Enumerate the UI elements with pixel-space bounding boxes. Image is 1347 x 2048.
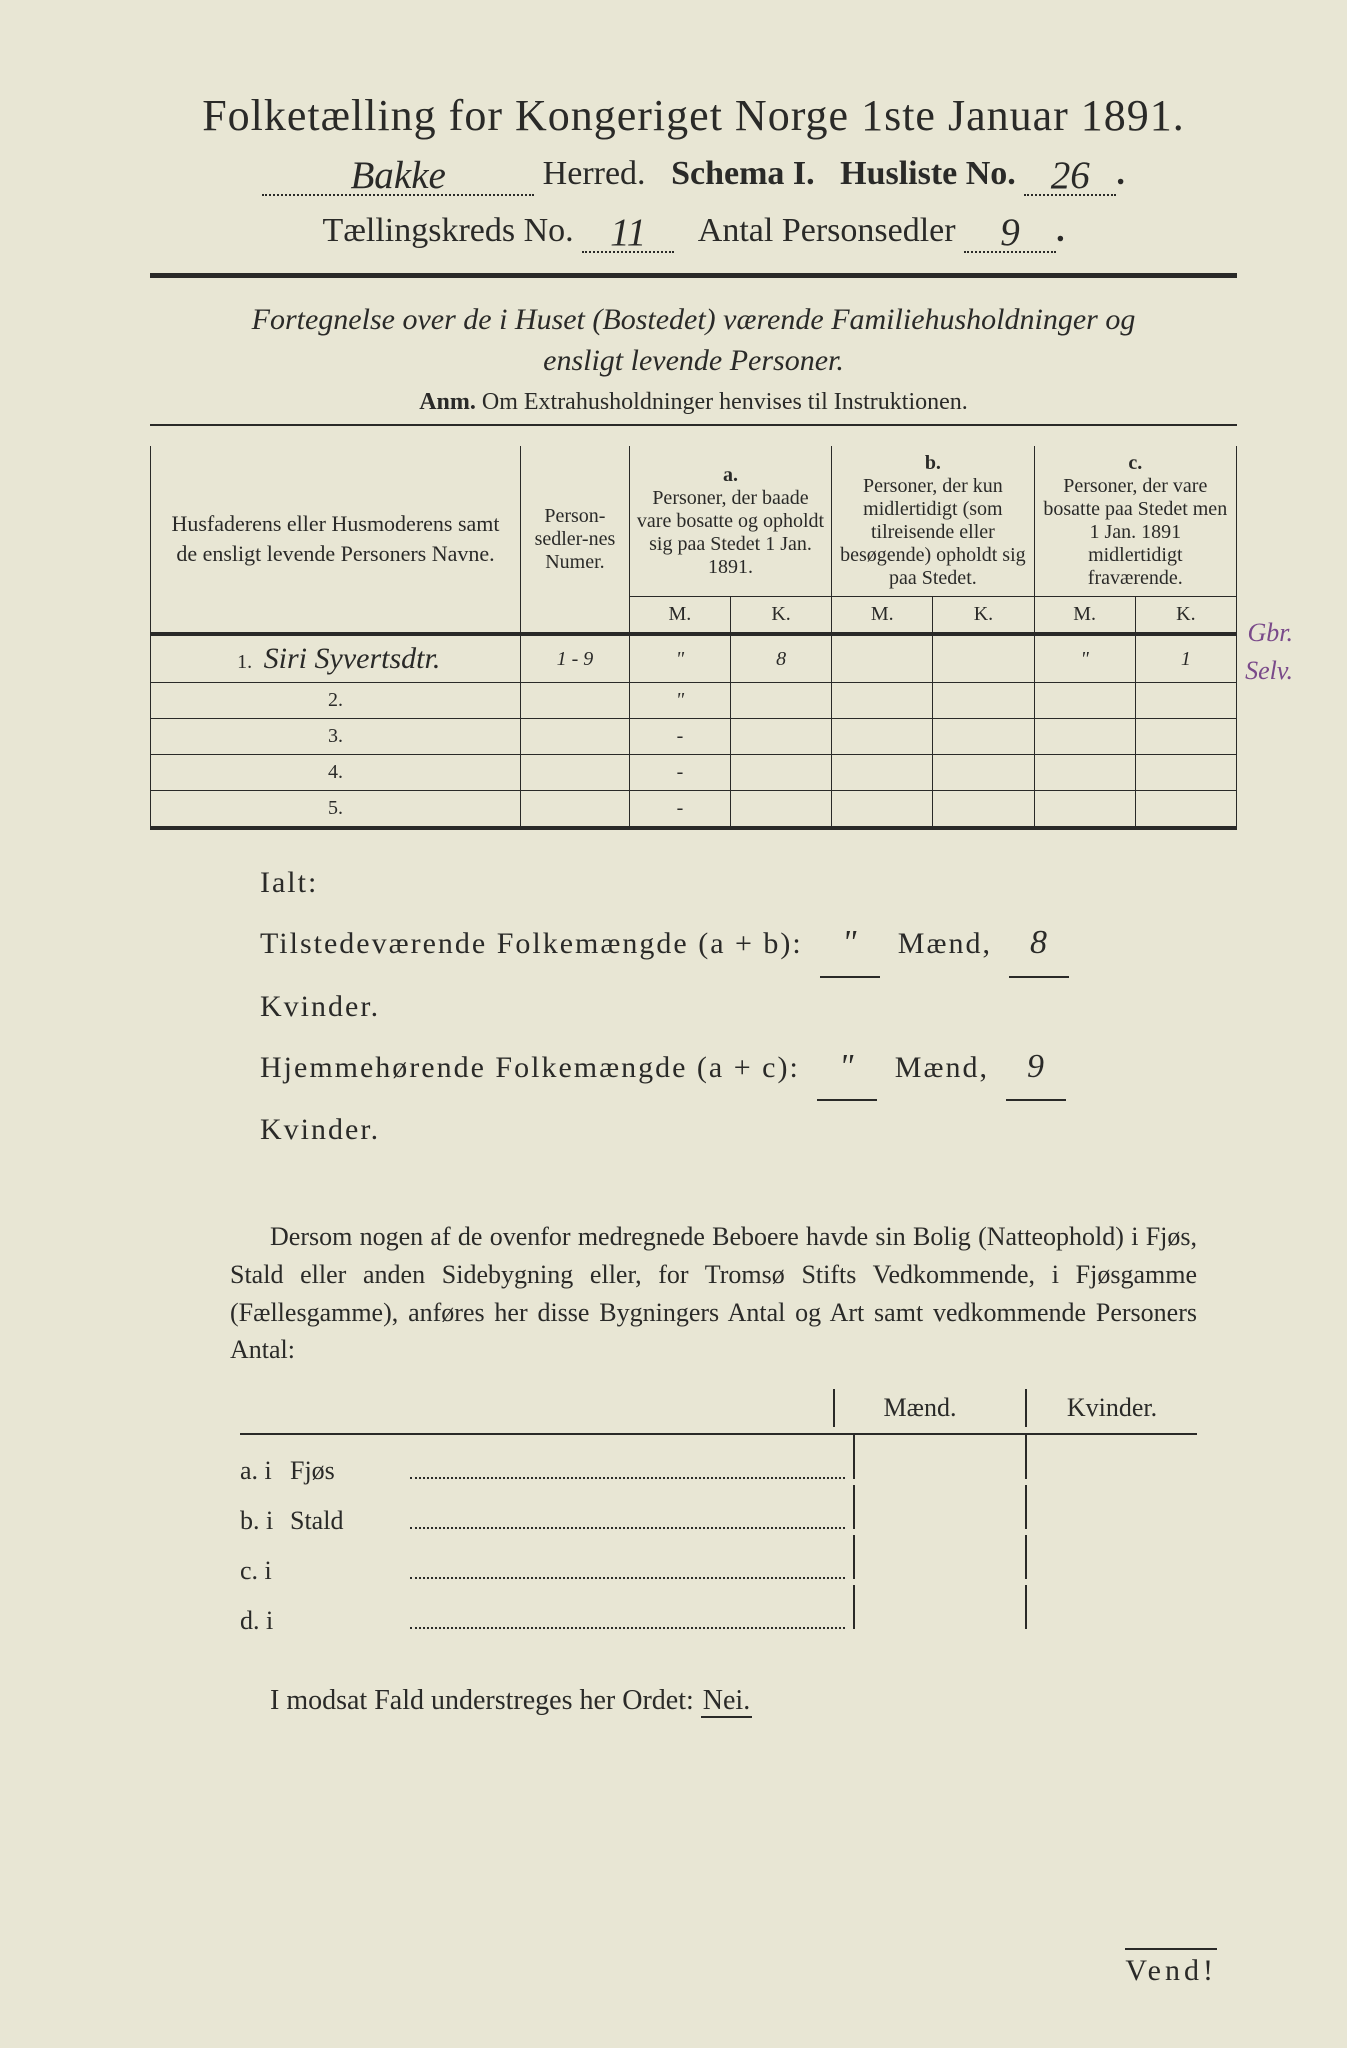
sub-row: c. i [240,1535,1197,1585]
household-table: Husfaderens eller Husmoderens samt de en… [150,446,1237,830]
antal-label: Antal Personsedler [698,212,956,249]
annotation-gbr: Gbr. [1247,618,1293,648]
page-title: Folketælling for Kongeriget Norge 1ste J… [150,90,1237,141]
col-b-k: K. [933,597,1034,635]
col-a-header: a. Personer, der baade vare bosatte og o… [629,446,831,597]
col-a-m: M. [629,597,730,635]
fortegnelse-heading: Fortegnelse over de i Huset (Bostedet) v… [230,300,1157,381]
schema-label: Schema I. [671,155,815,192]
col-b-header: b. Personer, der kun midlertidigt (som t… [832,446,1034,597]
modsat-line: I modsat Fald understreges her Ordet: Ne… [270,1685,1237,1717]
husliste-value: 26 [1051,154,1090,197]
herred-field: Bakke [262,149,534,196]
table-row: 2. " [151,683,1237,719]
census-form-page: Folketælling for Kongeriget Norge 1ste J… [0,0,1347,2048]
table-row: 4. - [151,755,1237,791]
table-row: 3. - [151,719,1237,755]
col-numer-header: Person-sedler-nes Numer. [521,446,630,634]
nei-word: Nei. [701,1685,752,1718]
annotation-selv: Selv. [1245,656,1293,686]
totals-line-ac: Hjemmehørende Folkemængde (a + c): " Mæn… [260,1035,1197,1159]
sub-row: d. i [240,1585,1197,1635]
rule-thin-1 [150,424,1237,426]
col-c-m: M. [1034,597,1135,635]
totals-line-ab: Tilstedeværende Folkemængde (a + b): " M… [260,911,1197,1035]
vend-label: Vend! [1125,1948,1217,1988]
sub-col-maend: Mænd. [833,1389,1005,1427]
main-table-wrap: Gbr. Selv. Husfaderens eller Husmoderens… [150,446,1237,830]
sub-row: a. i Fjøs [240,1435,1197,1485]
kreds-value: 11 [610,211,646,254]
row1-name: Siri Syvertsdtr. [264,642,441,675]
totals-block: Ialt: Tilstedeværende Folkemængde (a + b… [260,854,1197,1158]
kreds-label: Tællingskreds No. [322,212,573,249]
header-line-2: Bakke Herred. Schema I. Husliste No. 26. [150,149,1237,196]
col-c-k: K. [1135,597,1236,635]
table-row: 1. Siri Syvertsdtr. 1 - 9 " 8 " 1 [151,634,1237,683]
sub-row: b. i Stald [240,1485,1197,1535]
sub-col-kvinder: Kvinder. [1025,1389,1197,1427]
table-row: 5. - [151,791,1237,829]
dwelling-subtable: Mænd. Kvinder. a. i Fjøs b. i Stald c. i… [240,1389,1197,1635]
col-a-k: K. [731,597,832,635]
husliste-label: Husliste No. [840,155,1016,192]
dwelling-paragraph: Dersom nogen af de ovenfor medregnede Be… [230,1218,1197,1369]
header-line-3: Tællingskreds No. 11 Antal Personsedler … [150,206,1237,253]
col-c-header: c. Personer, der vare bosatte paa Stedet… [1034,446,1236,597]
col-names-header: Husfaderens eller Husmoderens samt de en… [151,446,521,634]
col-b-m: M. [832,597,933,635]
ialt-label: Ialt: [260,854,1197,911]
rule-thick-1 [150,273,1237,278]
anm-line: Anm. Om Extrahusholdninger henvises til … [150,389,1237,416]
antal-value: 9 [1000,211,1020,254]
herred-label: Herred. [543,155,646,192]
